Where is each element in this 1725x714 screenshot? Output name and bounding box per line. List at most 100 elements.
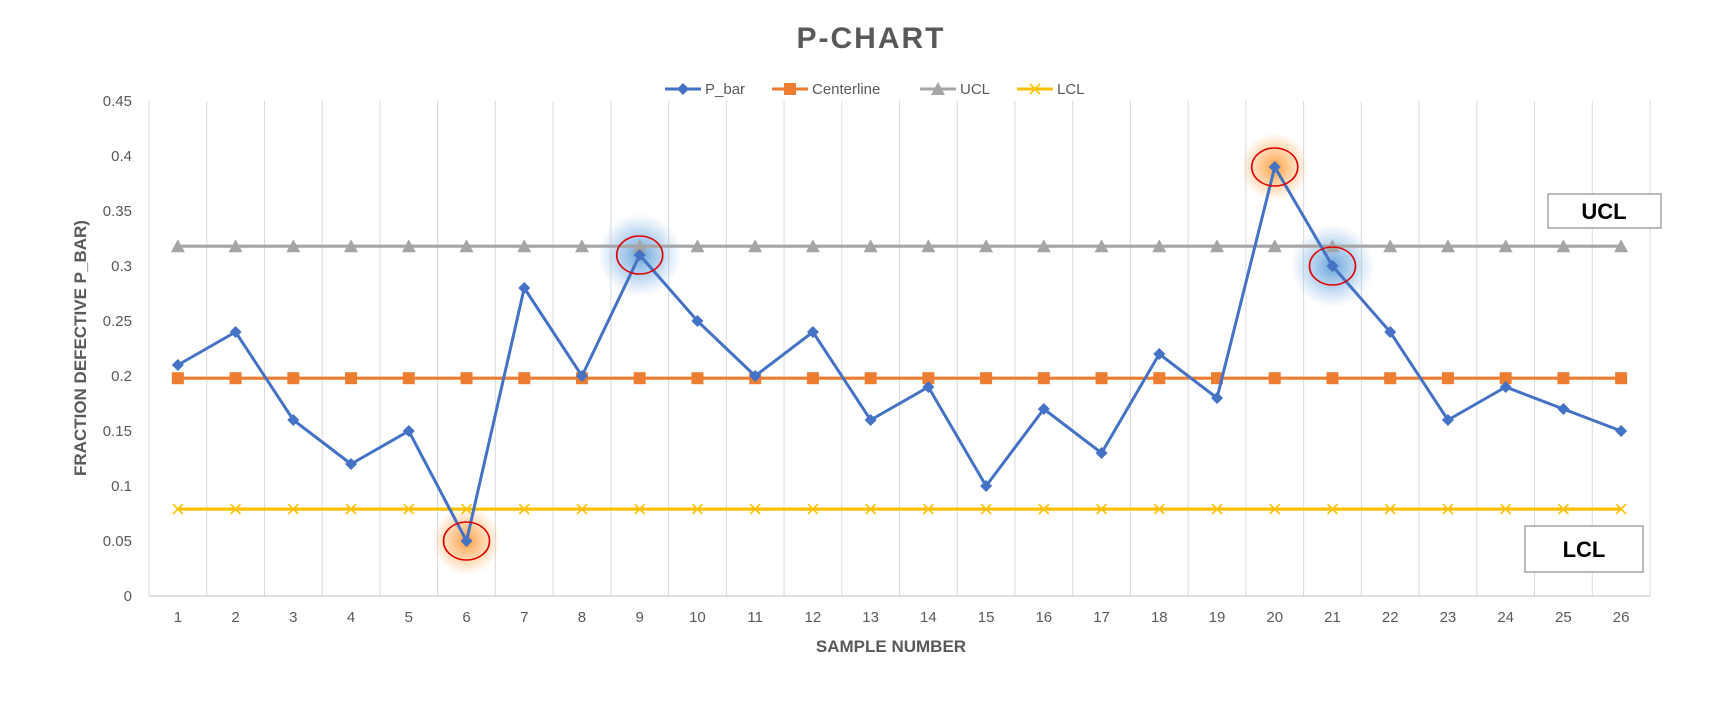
point-p-bar-6: [460, 535, 473, 547]
legend-swatch-marker: [1029, 83, 1041, 95]
point-p-bar-15: [980, 480, 993, 492]
annotation-circle-sample-6: [442, 521, 491, 561]
point-lcl-23: [1442, 503, 1454, 515]
y-tick-label: 0.4: [111, 148, 132, 165]
x-tick-label: 1: [174, 609, 182, 626]
x-tick-label: 2: [231, 609, 239, 626]
point-p-bar-7: [518, 282, 531, 294]
series-line-p-bar: [177, 165, 1622, 543]
point-p-bar-11: [749, 370, 762, 382]
legend-label: P_bar: [705, 81, 745, 98]
point-ucl-1: [170, 239, 185, 253]
point-lcl-13: [865, 503, 877, 515]
point-ucl-11: [748, 239, 763, 253]
point-lcl-24: [1500, 503, 1512, 515]
point-centerline-10: [691, 372, 704, 385]
point-ucl-24: [1498, 239, 1513, 253]
point-p-bar-1: [171, 359, 184, 371]
point-lcl-16: [1038, 503, 1050, 515]
x-tick-label: 9: [636, 609, 644, 626]
point-ucl-20: [1267, 239, 1282, 253]
x-tick-label: 18: [1151, 609, 1168, 626]
point-lcl-19: [1211, 503, 1223, 515]
legend-item-p-bar: P_bar: [665, 81, 745, 98]
legend-label: LCL: [1057, 81, 1085, 98]
x-tick-label: 26: [1613, 609, 1630, 626]
point-lcl-6: [460, 503, 473, 515]
point-ucl-21: [1325, 239, 1340, 253]
x-tick-label: 21: [1324, 609, 1341, 626]
point-lcl-7: [518, 503, 530, 515]
point-ucl-19: [1210, 239, 1225, 253]
point-lcl-1: [172, 503, 184, 515]
point-ucl-6: [459, 239, 474, 253]
point-ucl-16: [1036, 239, 1051, 253]
point-ucl-9: [632, 239, 647, 253]
point-centerline-18: [1153, 372, 1166, 385]
point-lcl-4: [345, 503, 357, 515]
point-p-bar-10: [691, 315, 704, 327]
y-tick-label: 0.3: [111, 258, 132, 275]
annotation-circle-sample-20: [1250, 147, 1299, 187]
gridlines: [148, 101, 1651, 597]
point-centerline-15: [980, 372, 993, 385]
y-tick-label: 0.45: [103, 93, 132, 110]
legend-swatch-marker: [784, 83, 796, 95]
x-tick-label: 4: [347, 609, 355, 626]
point-centerline-24: [1499, 372, 1512, 385]
x-tick-label: 12: [805, 609, 822, 626]
x-tick-label: 22: [1382, 609, 1399, 626]
point-p-bar-22: [1384, 326, 1397, 338]
point-lcl-14: [922, 503, 934, 515]
legend-swatch-marker: [677, 83, 689, 95]
point-ucl-12: [805, 239, 820, 253]
point-ucl-5: [401, 239, 416, 253]
x-tick-label: 11: [747, 609, 763, 626]
series-lcl: [172, 503, 1627, 515]
series-p-bar: [171, 161, 1628, 547]
point-centerline-23: [1441, 372, 1454, 385]
point-ucl-25: [1556, 239, 1571, 253]
series-centerline: [171, 372, 1628, 385]
point-lcl-12: [807, 503, 819, 515]
point-p-bar-24: [1499, 381, 1512, 393]
annotation-circle-sample-21: [1308, 246, 1357, 286]
point-centerline-25: [1557, 372, 1570, 385]
point-centerline-26: [1615, 372, 1628, 385]
point-centerline-3: [287, 372, 300, 385]
point-p-bar-17: [1095, 447, 1108, 459]
y-tick-label: 0.05: [103, 533, 132, 550]
point-centerline-12: [806, 372, 819, 385]
point-centerline-4: [345, 372, 358, 385]
point-lcl-3: [287, 503, 299, 515]
y-tick-label: 0.25: [103, 313, 132, 330]
point-centerline-9: [633, 372, 646, 385]
point-p-bar-21: [1326, 260, 1339, 272]
point-lcl-10: [691, 503, 704, 515]
point-ucl-14: [921, 239, 936, 253]
point-ucl-8: [574, 239, 589, 253]
point-p-bar-14: [922, 381, 935, 393]
legend-item-ucl: UCL: [920, 81, 990, 98]
chart-title: P-CHART: [797, 22, 946, 55]
x-tick-label: 5: [405, 609, 413, 626]
point-ucl-3: [286, 239, 301, 253]
x-tick-label: 17: [1093, 609, 1110, 626]
point-lcl-11: [749, 503, 761, 515]
x-tick-label: 14: [920, 609, 937, 626]
point-ucl-22: [1383, 239, 1398, 253]
lcl-label-box: LCL: [1524, 525, 1644, 573]
point-lcl-9: [634, 503, 646, 515]
x-tick-label: 3: [289, 609, 297, 626]
point-ucl-26: [1614, 239, 1629, 253]
point-centerline-6: [460, 372, 473, 385]
y-axis-title: FRACTION DEFECTIVE P_BAR): [71, 220, 90, 476]
y-tick-label: 0.15: [103, 423, 132, 440]
x-tick-label: 25: [1555, 609, 1572, 626]
point-lcl-2: [230, 503, 242, 515]
point-centerline-16: [1037, 372, 1050, 385]
lcl-label: LCL: [1563, 537, 1606, 562]
point-ucl-10: [690, 239, 705, 253]
